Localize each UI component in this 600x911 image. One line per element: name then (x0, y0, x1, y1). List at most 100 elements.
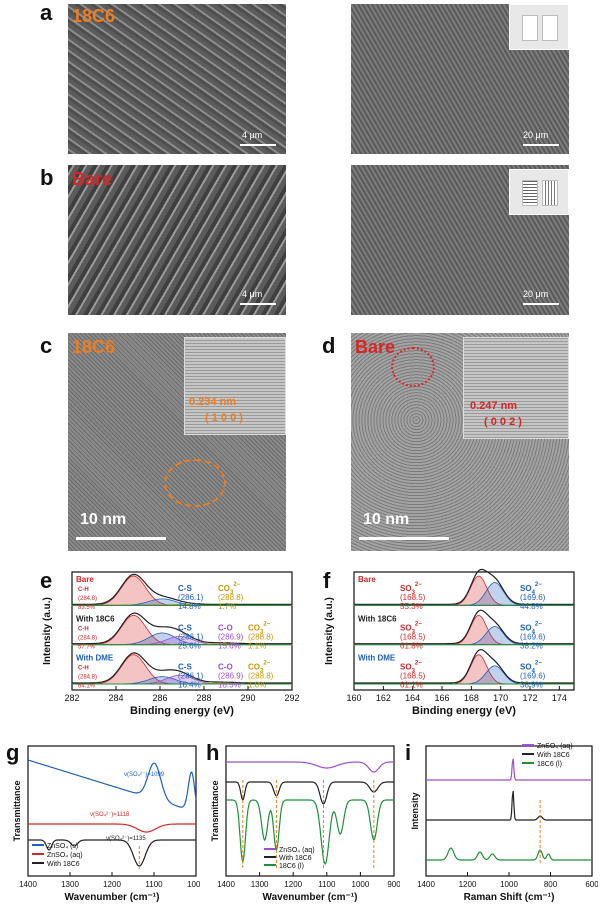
plot-frame (353, 571, 575, 691)
peak-label: SO42− (520, 582, 542, 596)
scale-bar (359, 537, 449, 540)
envelope-curve (72, 652, 292, 684)
peak-position: (286.9) (218, 672, 244, 681)
legend-entry: ZnSO₄ (s) (47, 843, 78, 850)
peak-label: CO32− (248, 621, 271, 635)
panel-label-a: a (40, 0, 53, 25)
peak-position: (169.6) (520, 672, 546, 681)
peak-percent: 61.1% (400, 681, 423, 690)
plot-frame (425, 745, 593, 877)
scale-bar-text: 20 μm (523, 130, 549, 140)
peak-percent: 16.4% (178, 681, 201, 690)
panel-label-i: i (405, 740, 412, 765)
lattice-inset: 0.247 nm ( 0 0 2 ) (463, 337, 569, 439)
chart-g-ftir: 1400 1300 1200 1100 1000 Wavenumber (cm⁻¹) Tra… (12, 745, 200, 903)
x-tick-label: 164 (405, 693, 420, 703)
electrode-photo-icon (542, 15, 558, 41)
x-tick-label: 288 (196, 693, 211, 703)
annotation: ν(SO₄²⁻)=1099 (124, 772, 165, 778)
peak-position: (284.8) (78, 635, 97, 641)
group-name: With 18C6 (76, 614, 115, 623)
sem-image-18c6-high-mag: 18C6 4 μm (68, 4, 286, 154)
sample-label-bare: Bare (72, 169, 113, 189)
peak-percent: 38.2% (520, 641, 543, 650)
y-axis-label: Intensity (a.u.) (42, 597, 53, 665)
x-tick-label: 282 (64, 693, 79, 703)
peak-percent: 1.1% (248, 641, 266, 650)
x-tick-label: 284 (108, 693, 123, 703)
chart-h-ftir: 1400 1300 1200 1100 1000 900 Wavenumber (cm⁻¹)… (210, 745, 400, 903)
series-line (28, 823, 196, 833)
x-tick-label: 1400 (417, 880, 435, 889)
series-line (28, 839, 196, 867)
peak-label: C-O (218, 663, 233, 672)
y-axis-label: Intensity (410, 792, 420, 829)
sample-label-18c6: 18C6 (72, 337, 116, 357)
legend-entry: With 18C6 (279, 855, 312, 862)
plane-label: ( 0 0 2 ) (484, 416, 522, 428)
x-tick-label: 1400 (217, 880, 235, 889)
x-axis-label: Binding energy (eV) (130, 705, 234, 717)
region-highlight (164, 459, 226, 507)
chart-f-xps-s2p: 160 162 164 166 168 170 172 174 Binding energy (… (324, 568, 575, 717)
x-tick-label: 162 (376, 693, 391, 703)
y-axis-label: Transmittance (12, 780, 22, 841)
series-line (226, 761, 394, 773)
x-tick-label: 286 (152, 693, 167, 703)
peak-position: (168.5) (400, 593, 426, 602)
peak-percent: 61.8% (400, 641, 423, 650)
x-tick-label: 1100 (318, 880, 336, 889)
legend-entry: 18C6 (l) (279, 863, 304, 870)
scale-bar-text: 4 μm (242, 130, 263, 140)
peak-label: C-H (78, 587, 89, 593)
peak-position: (288.8) (218, 593, 244, 602)
peak-position: (286.1) (178, 593, 204, 602)
electrode-photo-icon (522, 15, 538, 41)
electrode-photo-icon (542, 180, 558, 206)
panel-label-c: c (40, 333, 53, 358)
legend-entry: With 18C6 (47, 861, 80, 868)
group-name: Bare (76, 575, 94, 584)
sample-label-18c6: 18C6 (72, 6, 116, 26)
series-line (426, 847, 592, 861)
x-tick-label: 1200 (103, 880, 121, 889)
series-line (426, 790, 592, 821)
x-tick-label: 160 (346, 693, 361, 703)
plot-frame (71, 571, 293, 691)
plot-frame (225, 745, 395, 877)
legend-entry: ZnSO₄ (aq) (47, 852, 83, 859)
peak-percent: 38.9% (520, 681, 543, 690)
scale-bar (240, 303, 276, 305)
peak-percent: 1.7% (218, 602, 236, 611)
scale-bar (240, 144, 276, 146)
panel-label-g: g (6, 740, 20, 765)
legend-entry: With 18C6 (537, 752, 570, 759)
peak-label: C-O (218, 623, 233, 632)
peak-percent: 83.5% (78, 605, 96, 611)
x-tick-label: 1000 (352, 880, 370, 889)
peak-percent: 55.3% (400, 602, 423, 611)
panel-label-d: d (322, 333, 336, 358)
scale-bar (523, 303, 559, 305)
peak-label: C-S (178, 584, 192, 593)
x-tick-label: 172 (522, 693, 537, 703)
peak-percent: 14.8% (178, 602, 201, 611)
x-axis-label: Raman Shift (cm⁻¹) (464, 892, 555, 903)
annotation: ν(SO₄²⁻)=1118 (90, 812, 130, 818)
peak-label: SO42− (520, 621, 542, 635)
y-axis-label: Transmittance (210, 780, 220, 841)
x-tick-label: 800 (544, 880, 558, 889)
y-axis-label: Intensity (a.u.) (324, 597, 335, 665)
series-line (426, 758, 592, 781)
peak-position: (286.9) (218, 632, 244, 641)
scale-bar (523, 144, 559, 146)
legend-entry: 18C6 (l) (537, 761, 562, 768)
scale-bar-text: 4 μm (242, 289, 263, 299)
annotation: ν(SO₄²⁻)=1135 (106, 836, 146, 842)
region-highlight (391, 347, 435, 387)
peak-position: (169.6) (520, 632, 546, 641)
photo-inset (509, 169, 569, 215)
sem-image-bare-high-mag: Bare 4 μm (68, 165, 286, 315)
envelope-curve (72, 612, 292, 645)
peak-position: (284.8) (78, 596, 97, 602)
